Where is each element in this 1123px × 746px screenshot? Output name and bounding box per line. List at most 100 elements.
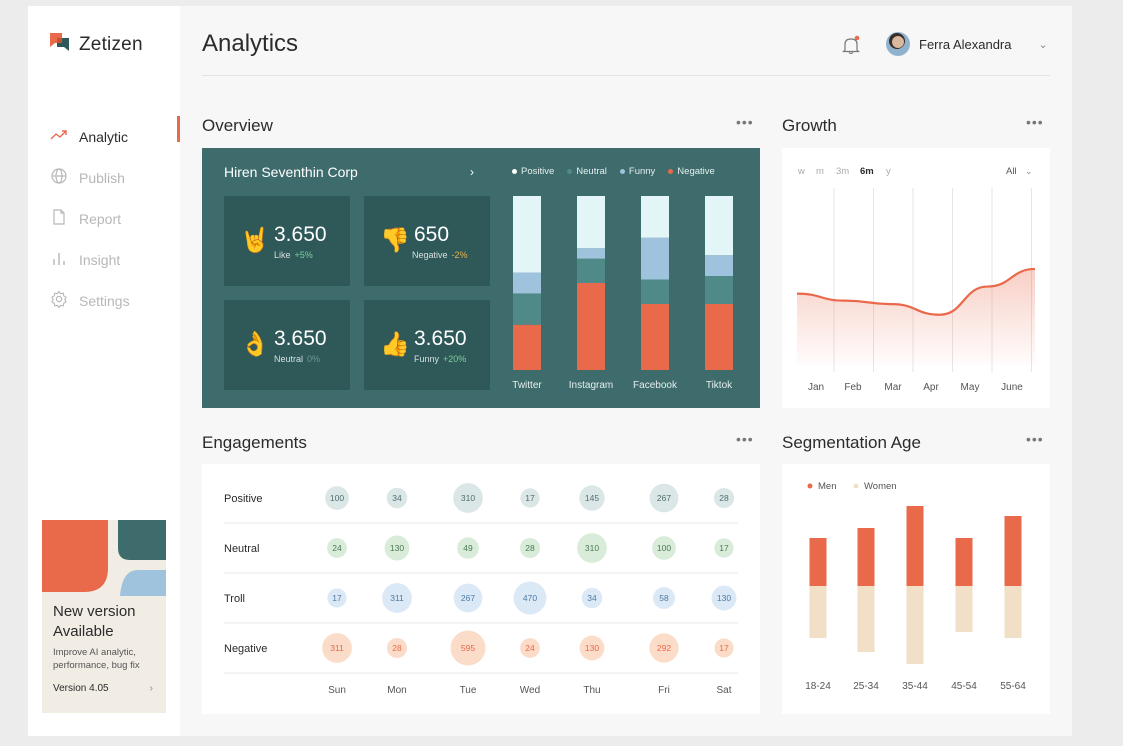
sidebar: Zetizen Analytic Publish Report Insight Sett… <box>28 6 180 736</box>
bubble-neutral[interactable] <box>577 533 607 563</box>
promo-card[interactable]: New version Available Improve AI analyti… <box>42 520 166 713</box>
legend-label: Positive <box>521 166 555 177</box>
legend-swatch <box>567 169 573 174</box>
bubble-positive[interactable] <box>520 488 540 508</box>
stat-value: 3.650 <box>274 223 327 246</box>
bubble-negative[interactable] <box>714 638 734 658</box>
bubble-value: 310 <box>461 493 475 503</box>
engagements-more-button[interactable]: ••• <box>736 431 754 447</box>
bell-icon[interactable] <box>840 34 862 56</box>
bubble-positive[interactable] <box>386 487 408 509</box>
range-tab-w[interactable]: w <box>797 166 805 177</box>
bubble-value: 292 <box>657 643 671 653</box>
bar-women-18-24 <box>809 586 827 638</box>
x-tick-label: Mar <box>884 382 902 393</box>
bubble-value: 470 <box>523 593 537 603</box>
growth-more-button[interactable]: ••• <box>1026 114 1044 130</box>
filter-select[interactable]: All <box>1006 166 1017 177</box>
legend-swatch <box>853 483 859 489</box>
bubble-positive[interactable] <box>325 486 349 510</box>
segmentation-more-button[interactable]: ••• <box>1026 431 1044 447</box>
stat-change: -2% <box>451 250 468 260</box>
bar-men-35-44 <box>906 506 924 586</box>
row-label-troll: Troll <box>224 593 245 605</box>
x-tick-label: Facebook <box>633 380 678 391</box>
x-tick-label: Apr <box>923 382 939 393</box>
range-tab-3m[interactable]: 3m <box>836 166 849 177</box>
bubble-value: 130 <box>717 593 731 603</box>
user-menu[interactable]: Ferra Alexandra ⌄ <box>886 32 1048 56</box>
bar-men-45-54 <box>955 538 973 586</box>
bubble-troll[interactable] <box>327 588 347 608</box>
bar-men-55-64 <box>1004 516 1022 586</box>
bubble-neutral[interactable] <box>457 537 479 559</box>
bubble-positive[interactable] <box>649 483 679 513</box>
bubble-neutral[interactable] <box>327 538 347 558</box>
x-tick-label: May <box>961 382 980 393</box>
sidebar-item-label: Report <box>79 210 122 227</box>
chevron-right-icon[interactable]: › <box>470 165 474 179</box>
bubble-troll[interactable] <box>453 583 483 613</box>
legend-swatch <box>807 483 813 489</box>
bubble-neutral[interactable] <box>519 537 541 559</box>
sidebar-item-publish[interactable]: Publish <box>28 157 180 198</box>
sidebar-item-analytic[interactable]: Analytic <box>28 116 180 157</box>
bubble-positive[interactable] <box>453 483 483 513</box>
promo-version-link[interactable]: Version 4.05 › <box>53 683 153 694</box>
stat-card-like[interactable]: 🤘 3.650 Like +5% <box>224 196 350 286</box>
range-tab-m[interactable]: m <box>816 166 824 177</box>
bubble-troll[interactable] <box>513 581 547 615</box>
sidebar-item-report[interactable]: Report <box>28 198 180 239</box>
stat-card-neutral[interactable]: 👌 3.650 Neutral 0% <box>224 300 350 390</box>
brand[interactable]: Zetizen <box>50 33 143 56</box>
column-label: Thu <box>583 685 600 696</box>
bubble-troll[interactable] <box>581 587 603 609</box>
range-tab-y[interactable]: y <box>886 166 891 177</box>
bubble-negative[interactable] <box>450 630 486 666</box>
app-window: Zetizen Analytic Publish Report Insight Sett… <box>28 6 1072 736</box>
bubble-value: 28 <box>525 543 535 553</box>
x-tick-label: Feb <box>844 382 862 393</box>
sidebar-item-label: Settings <box>79 292 130 309</box>
chevron-right-icon: › <box>149 683 153 694</box>
bar-men-25-34 <box>857 528 875 586</box>
stat-card-negative[interactable]: 👎 650 Negative -2% <box>364 196 490 286</box>
bubble-negative[interactable] <box>322 633 352 663</box>
bubble-value: 311 <box>330 643 344 653</box>
stat-change: +20% <box>443 354 467 364</box>
bubble-neutral[interactable] <box>714 538 734 558</box>
stat-card-funny[interactable]: 👍 3.650 Funny +20% <box>364 300 490 390</box>
bubble-negative[interactable] <box>386 637 408 659</box>
growth-chart: w m 3m 6m y All ⌄ Jan Feb Mar Apr May June <box>796 166 1036 393</box>
bubble-neutral[interactable] <box>652 536 676 560</box>
growth-title: Growth <box>782 116 837 135</box>
range-tab-6m[interactable]: 6m <box>860 166 874 177</box>
legend-swatch <box>512 169 517 174</box>
sidebar-item-settings[interactable]: Settings <box>28 280 180 321</box>
row-label-neutral: Neutral <box>224 543 259 555</box>
bubble-negative[interactable] <box>649 633 679 663</box>
bar-chart-icon <box>50 249 68 270</box>
bar-instagram-funny <box>577 248 605 259</box>
legend-label: Men <box>818 481 836 492</box>
bar-instagram-neutral <box>577 258 605 283</box>
bubble-negative[interactable] <box>579 635 605 661</box>
bubble-positive[interactable] <box>713 487 735 509</box>
x-tick-label: 45-54 <box>951 681 977 692</box>
column-label: Tue <box>460 685 477 696</box>
chevron-down-icon[interactable]: ⌄ <box>1025 166 1033 176</box>
bubble-troll[interactable] <box>711 585 737 611</box>
bar-men-18-24 <box>809 538 827 586</box>
bubble-positive[interactable] <box>579 485 605 511</box>
bubble-negative[interactable] <box>520 638 540 658</box>
column-label: Sat <box>716 685 731 696</box>
company-name[interactable]: Hiren Seventhin Corp <box>224 164 358 180</box>
bubble-neutral[interactable] <box>384 535 410 561</box>
bar-twitter-neutral <box>513 293 541 325</box>
bubble-troll[interactable] <box>653 587 675 609</box>
overview-more-button[interactable]: ••• <box>736 114 754 130</box>
bubble-value: 100 <box>330 493 344 503</box>
legend-item-funny: Funny <box>619 166 655 177</box>
bubble-troll[interactable] <box>382 583 412 613</box>
sidebar-item-insight[interactable]: Insight <box>28 239 180 280</box>
